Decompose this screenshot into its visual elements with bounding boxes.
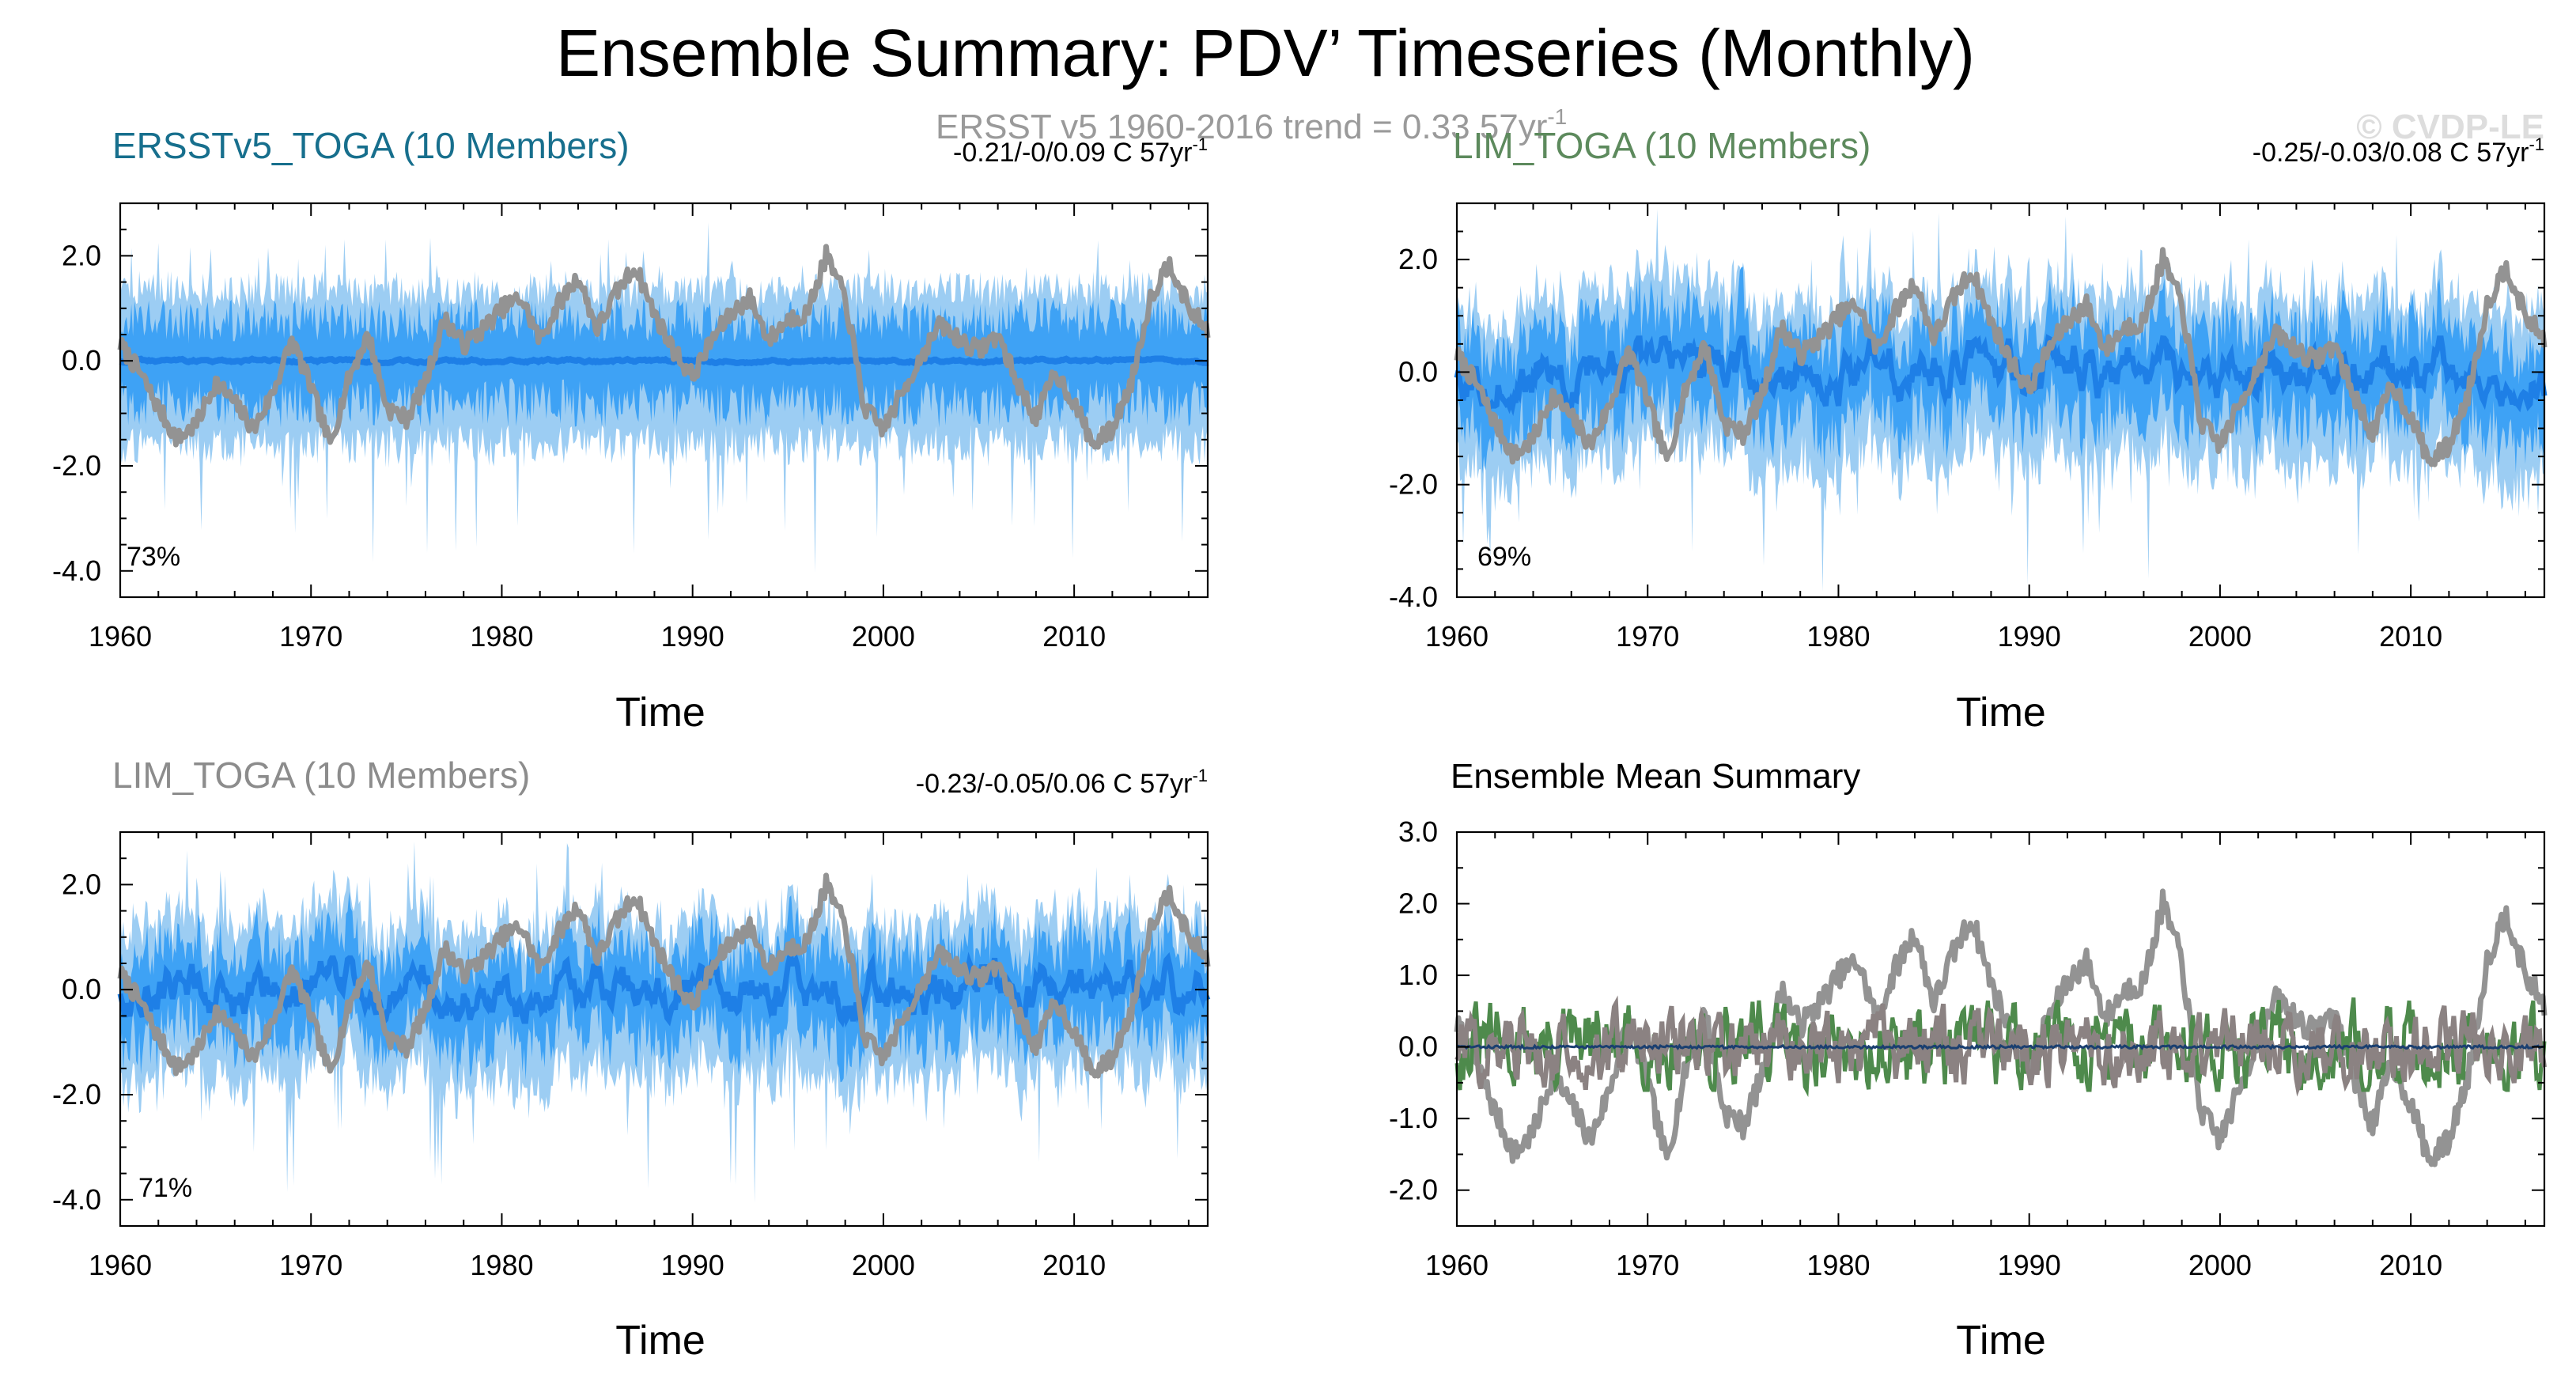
- y-tick-label: 3.0: [1398, 815, 1438, 848]
- panel-a-trend-text: -0.21/-0/0.09 C 57yr: [953, 138, 1192, 168]
- panel-c-title: LIM_TOGA (10 Members): [112, 755, 530, 796]
- y-tick-label: 0.0: [1398, 355, 1438, 388]
- panel-c-plot: 1960 1970 1980 1990 2000 2010 2.0 0.0 -2.0 -4.0: [52, 830, 1211, 1281]
- x-tick-label: 1990: [661, 620, 724, 653]
- x-tick-label: 1990: [1998, 1249, 2061, 1281]
- y-tick-label: -4.0: [1389, 581, 1438, 613]
- y-tick-label: 0.0: [62, 344, 101, 376]
- x-tick-label: 1980: [1806, 1249, 1870, 1281]
- x-tick-label: 2010: [2379, 1249, 2442, 1281]
- x-tick-label: 1970: [1616, 1249, 1679, 1281]
- panel-lim-toga-b: LIM_TOGA (10 Members) -0.23/-0.05/0.06 C…: [52, 755, 1211, 1364]
- observed-pdv-line: [1454, 247, 2548, 467]
- panel-b-plot: 1960 1970 1980 1990 2000 2010 2.0 0.0 -2.0 -4.0: [1389, 202, 2548, 653]
- plot-frame: [119, 830, 1209, 1228]
- obs-trend-exponent: -1: [1547, 104, 1567, 129]
- panel-c-trend-text: -0.23/-0.05/0.06 C 57yr: [916, 769, 1193, 799]
- y-tick-label: -2.0: [1389, 468, 1438, 501]
- x-tick-label: 1990: [1998, 620, 2061, 653]
- panel-d-plot: 1960 1970 1980 1990 2000 2010 3.0 2.0 1.0 0.0 -1.0…: [1389, 815, 2548, 1281]
- panel-b-xlabel: Time: [1956, 690, 2046, 736]
- panel-a-trend: -0.21/-0/0.09 C 57yr-1: [953, 134, 1208, 168]
- x-tick-label: 1960: [1425, 620, 1488, 653]
- y-tick-label: 1.0: [1398, 959, 1438, 991]
- panel-a-corner-label: 73%: [127, 542, 180, 572]
- panel-c-xlabel: Time: [615, 1318, 705, 1364]
- y-tick-label: 2.0: [62, 868, 101, 900]
- ensemble-mean-line: [1454, 334, 2548, 417]
- plot-frame: [119, 202, 1209, 599]
- panel-b-title: LIM_TOGA (10 Members): [1453, 125, 1871, 166]
- panel-b-corner-label: 69%: [1477, 542, 1531, 572]
- y-tick-label: 2.0: [1398, 887, 1438, 920]
- plot-frame: [1455, 830, 2546, 1228]
- x-tick-label: 1960: [89, 620, 152, 653]
- ersstv5-toga-mean-line: [1455, 1043, 2545, 1051]
- panel-a-xlabel: Time: [615, 690, 705, 736]
- y-tick-label: 0.0: [62, 973, 101, 1005]
- x-tick-label: 1970: [1616, 620, 1679, 653]
- x-tick-label: 1980: [1806, 620, 1870, 653]
- x-tick-label: 1990: [661, 1249, 724, 1281]
- panel-b-trend: -0.25/-0.03/0.08 C 57yr-1: [2253, 134, 2544, 168]
- y-tick-label: -1.0: [1389, 1102, 1438, 1134]
- panel-b-trend-text: -0.25/-0.03/0.08 C 57yr: [2253, 138, 2529, 168]
- panel-a-title: ERSSTv5_TOGA (10 Members): [112, 125, 630, 166]
- obs-trend-label: ERSST v5 1960-2016 trend = 0.33 57yr-1: [936, 104, 1567, 146]
- x-tick-label: 2000: [852, 1249, 915, 1281]
- y-tick-label: 0.0: [1398, 1031, 1438, 1063]
- panel-a-plot: 1960 1970 1980 1990 2000 2010 2.0 0.0 -2.0 -4.0: [52, 202, 1211, 653]
- panel-c-trend: -0.23/-0.05/0.06 C 57yr-1: [916, 766, 1208, 799]
- obs-trend-text: ERSST v5 1960-2016 trend = 0.33 57yr: [936, 108, 1547, 146]
- x-tick-label: 1960: [89, 1249, 152, 1281]
- x-tick-label: 2010: [1042, 620, 1106, 653]
- observed-pdv-line: [117, 872, 1211, 1079]
- x-tick-label: 1960: [1425, 1249, 1488, 1281]
- x-tick-label: 2000: [852, 620, 915, 653]
- panel-a-trend-exponent: -1: [1192, 134, 1208, 154]
- panel-b-trend-exponent: -1: [2529, 134, 2544, 154]
- x-tick-label: 1970: [279, 620, 342, 653]
- panel-ersstv5-toga: ERSSTv5_TOGA (10 Members) -0.21/-0/0.09 …: [52, 125, 1211, 736]
- panel-d-xlabel: Time: [1956, 1318, 2046, 1364]
- x-tick-label: 2000: [2188, 1249, 2252, 1281]
- y-tick-label: -2.0: [1389, 1174, 1438, 1206]
- observed-pdv-line: [117, 244, 1211, 450]
- x-tick-label: 2010: [1042, 1249, 1106, 1281]
- y-tick-label: -4.0: [52, 554, 101, 587]
- watermark: © CVDP-LE: [2356, 108, 2544, 146]
- x-tick-label: 1970: [279, 1249, 342, 1281]
- panel-ensemble-mean-summary: Ensemble Mean Summary 1960 1970 1980 1990 20…: [1389, 757, 2548, 1364]
- figure-title: Ensemble Summary: PDV’ Timeseries (Month…: [556, 16, 1975, 90]
- y-tick-label: -2.0: [52, 449, 101, 482]
- y-tick-label: -2.0: [52, 1078, 101, 1110]
- panel-d-title: Ensemble Mean Summary: [1451, 757, 1860, 796]
- y-tick-label: 2.0: [62, 239, 101, 271]
- x-tick-label: 1980: [470, 1249, 533, 1281]
- x-tick-label: 1980: [470, 620, 533, 653]
- x-tick-label: 2000: [2188, 620, 2252, 653]
- panel-c-trend-exponent: -1: [1192, 766, 1208, 785]
- x-tick-label: 2010: [2379, 620, 2442, 653]
- y-tick-label: -4.0: [52, 1183, 101, 1216]
- y-tick-label: 2.0: [1398, 243, 1438, 275]
- panel-c-corner-label: 71%: [138, 1173, 192, 1203]
- panel-lim-toga-a: LIM_TOGA (10 Members) -0.25/-0.03/0.08 C…: [1389, 125, 2548, 736]
